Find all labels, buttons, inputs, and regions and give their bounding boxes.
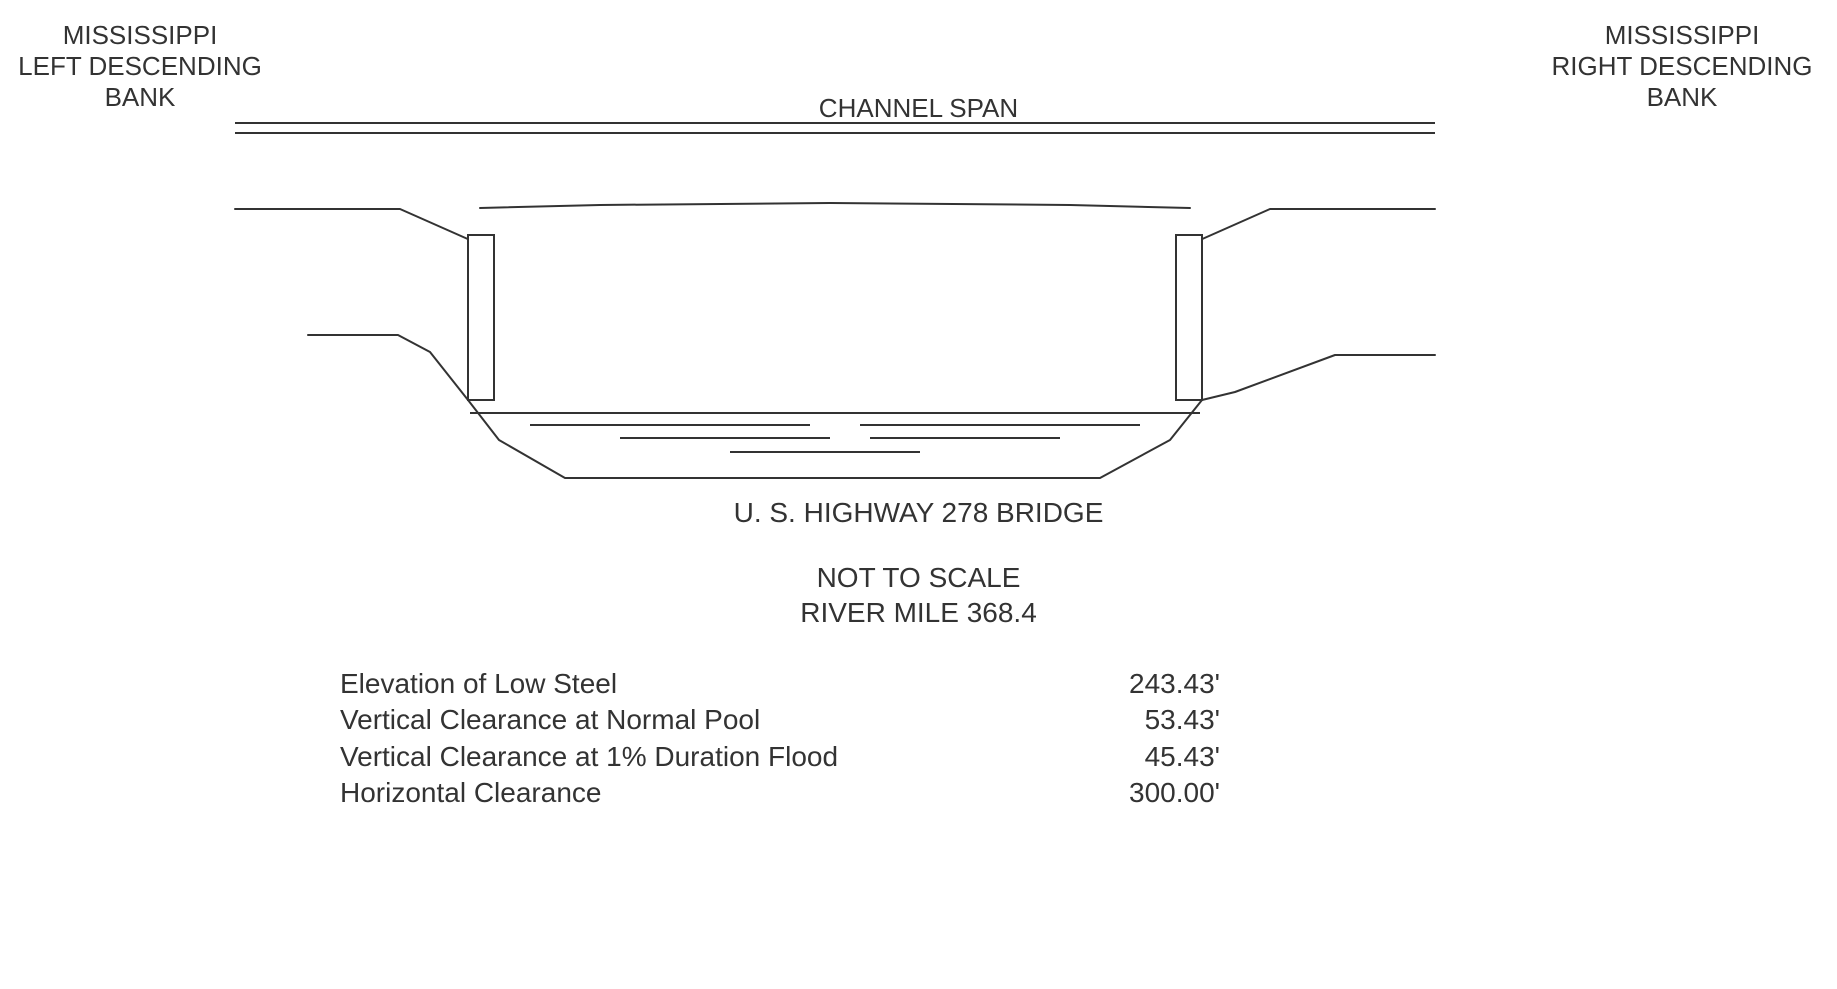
row-elevation: Elevation of Low Steel 243.43' [340,666,1220,702]
elev-value: 243.43' [1129,666,1220,702]
vflood-label: Vertical Clearance at 1% Duration Flood [340,739,838,775]
not-to-scale: NOT TO SCALE [0,560,1837,595]
row-vertical-flood: Vertical Clearance at 1% Duration Flood … [340,739,1220,775]
horiz-value: 300.00' [1129,775,1220,811]
row-horizontal: Horizontal Clearance 300.00' [340,775,1220,811]
bridge-name: U. S. HIGHWAY 278 BRIDGE [0,496,1837,530]
bridge-cross-section-diagram [0,0,1837,989]
scale-mile-block: NOT TO SCALE RIVER MILE 368.4 [0,560,1837,630]
river-mile: RIVER MILE 368.4 [0,595,1837,630]
vflood-value: 45.43' [1145,739,1220,775]
elev-label: Elevation of Low Steel [340,666,617,702]
vnorm-value: 53.43' [1145,702,1220,738]
clearance-table: Elevation of Low Steel 243.43' Vertical … [340,666,1220,812]
vnorm-label: Vertical Clearance at Normal Pool [340,702,760,738]
horiz-label: Horizontal Clearance [340,775,601,811]
row-vertical-normal: Vertical Clearance at Normal Pool 53.43' [340,702,1220,738]
